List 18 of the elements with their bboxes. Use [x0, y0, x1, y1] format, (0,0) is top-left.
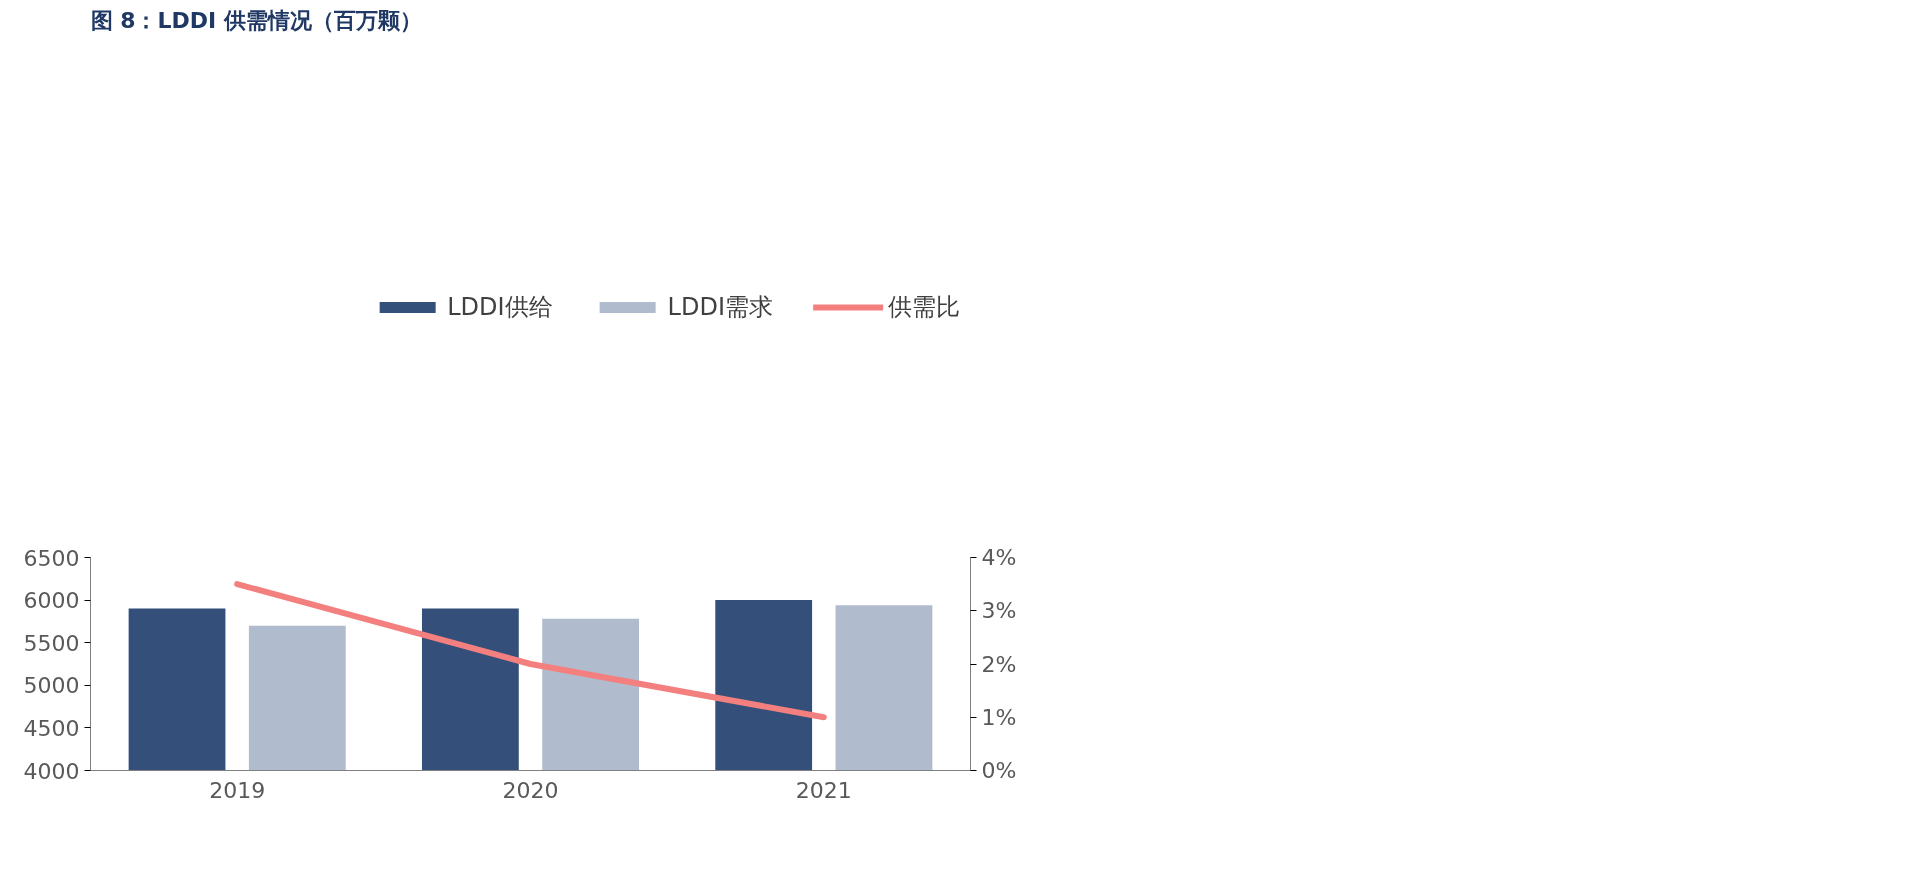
y2-tick-label: 4% — [981, 545, 1017, 570]
y-tick-label: 4500 — [23, 715, 80, 741]
legend-label: 供需比 — [888, 292, 960, 323]
x-tick-label: 2021 — [795, 777, 852, 803]
y2-tick-label: 2% — [981, 651, 1017, 677]
y-tick-label: 6000 — [23, 588, 80, 614]
legend-label: LDDI供给 — [447, 292, 553, 323]
y2-tick-label: 1% — [981, 704, 1017, 730]
y-tick-label: 5000 — [23, 673, 80, 699]
x-tick-label: 2020 — [502, 777, 559, 803]
legend-label: LDDI需求 — [667, 292, 773, 323]
y-tick-label: 6500 — [23, 545, 80, 571]
y-tick-label: 4000 — [23, 758, 80, 784]
y-tick-label: 5500 — [23, 630, 80, 656]
y2-tick-label: 0% — [981, 758, 1017, 783]
y2-tick-label: 3% — [981, 598, 1017, 624]
chart-title: 图 8：LDDI 供需情况（百万颗） — [90, 7, 422, 33]
x-tick-label: 2019 — [209, 777, 266, 803]
